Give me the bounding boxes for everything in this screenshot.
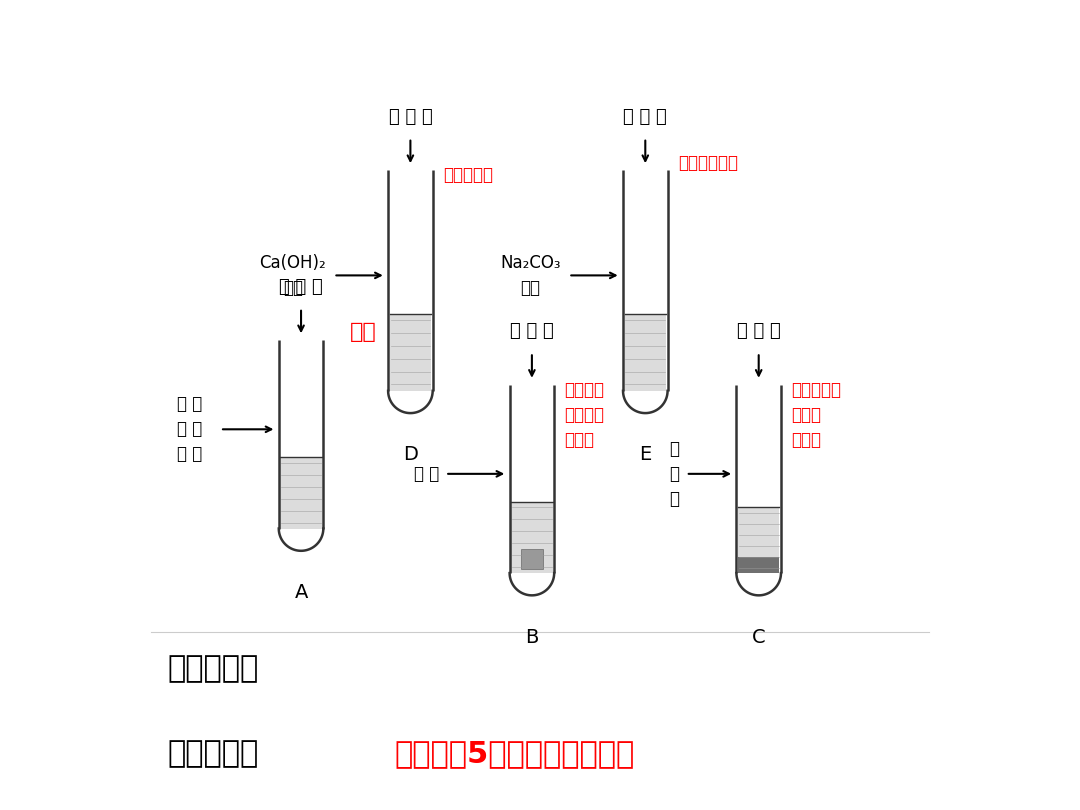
Text: D: D	[403, 446, 418, 464]
Polygon shape	[511, 501, 553, 573]
Text: C: C	[752, 628, 766, 646]
Text: 产生大量气泡: 产生大量气泡	[678, 154, 738, 172]
Text: 稀 盐 酸: 稀 盐 酸	[510, 322, 554, 340]
Text: 稀 盐 酸: 稀 盐 酸	[279, 278, 323, 296]
Polygon shape	[624, 313, 666, 391]
Text: 变红: 变红	[350, 322, 377, 342]
Text: 总体目的：: 总体目的：	[167, 739, 258, 768]
Text: 稀 盐 酸: 稀 盐 酸	[737, 322, 781, 340]
Text: 固体减少，
溶液变
成黄色: 固体减少， 溶液变 成黄色	[791, 381, 841, 449]
Polygon shape	[281, 457, 322, 528]
Text: A: A	[295, 583, 308, 602]
Polygon shape	[390, 313, 431, 391]
Text: 研究酸的5个方面的化学性质: 研究酸的5个方面的化学性质	[394, 739, 634, 768]
Text: 稀 盐 酸: 稀 盐 酸	[389, 108, 432, 126]
Polygon shape	[738, 557, 780, 573]
Text: 铁 片: 铁 片	[414, 465, 438, 483]
Text: 实验现象：: 实验现象：	[167, 654, 258, 683]
Text: Ca(OH)₂
溶液: Ca(OH)₂ 溶液	[259, 254, 326, 297]
Text: 紫 色
石 蕈
溶 液: 紫 色 石 蕈 溶 液	[177, 395, 203, 463]
Polygon shape	[738, 507, 780, 573]
Text: 稀 盐 酸: 稀 盐 酸	[623, 108, 667, 126]
Bar	[521, 549, 543, 569]
Text: Na₂CO₃
溶液: Na₂CO₃ 溶液	[500, 254, 561, 297]
Text: 产生气泡
液体变成
浅绿色: 产生气泡 液体变成 浅绿色	[564, 381, 605, 449]
Text: B: B	[525, 628, 539, 646]
Text: E: E	[639, 446, 651, 464]
Text: 氧
化
铁: 氧 化 铁	[670, 440, 679, 508]
Text: 无明显现象: 无明显现象	[443, 166, 492, 184]
